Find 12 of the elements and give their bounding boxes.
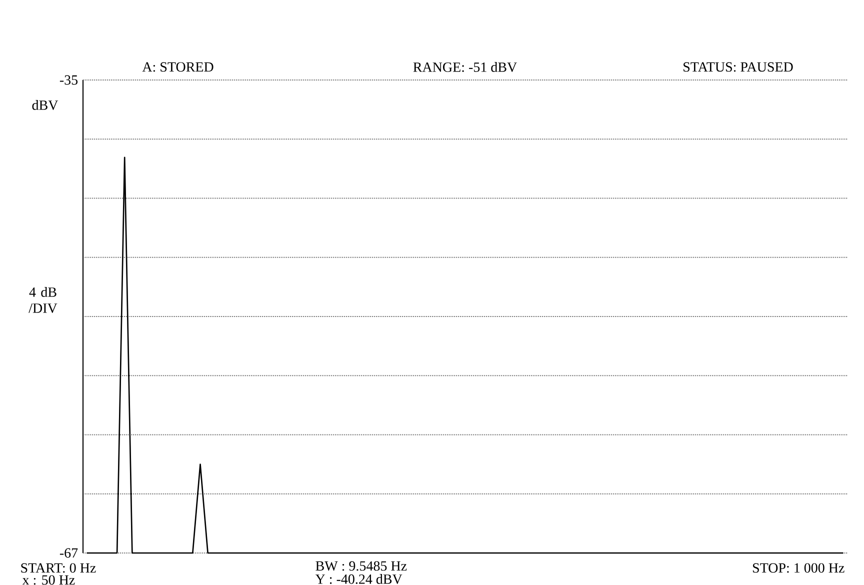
text: dBV (32, 100, 58, 110)
text: x : 50 Hz (22, 575, 75, 585)
text: RANGE: -51 dBV (413, 62, 517, 72)
y-tick-label: -35 (60, 75, 78, 85)
y-axis-title: 4 dB /DIV (28, 287, 58, 313)
text: STATUS: PAUSED (684, 62, 793, 72)
text: Y : -40.24 dBV (315, 574, 402, 584)
text: STOP: 1 000 Hz (752, 563, 844, 573)
text: BW : 9.5485 Hz (316, 561, 407, 571)
y-tick-label: -67 (60, 548, 78, 558)
text: A: STORED (142, 62, 214, 72)
text: START: 0 Hz (21, 563, 96, 573)
